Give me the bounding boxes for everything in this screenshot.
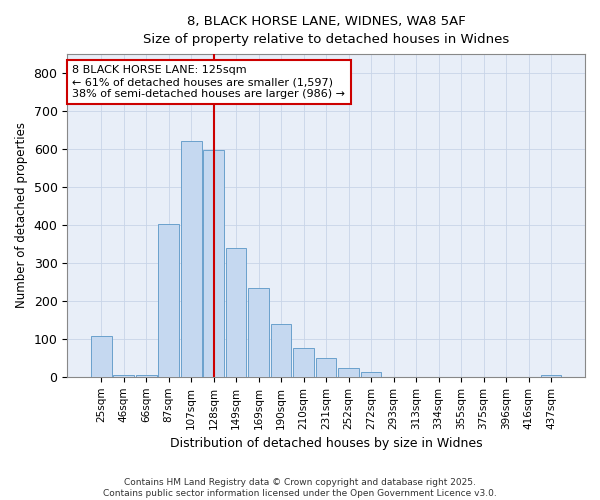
Bar [226, 248, 247, 377]
Y-axis label: Number of detached properties: Number of detached properties [15, 122, 28, 308]
Bar [91, 336, 112, 377]
Title: 8, BLACK HORSE LANE, WIDNES, WA8 5AF
Size of property relative to detached house: 8, BLACK HORSE LANE, WIDNES, WA8 5AF Siz… [143, 15, 509, 46]
Bar [541, 374, 562, 377]
Bar [181, 142, 202, 377]
Bar [136, 375, 157, 377]
Bar [113, 375, 134, 377]
Bar [293, 348, 314, 377]
Bar [248, 288, 269, 377]
Bar [316, 358, 337, 377]
Bar [338, 368, 359, 377]
Text: 8 BLACK HORSE LANE: 125sqm
← 61% of detached houses are smaller (1,597)
38% of s: 8 BLACK HORSE LANE: 125sqm ← 61% of deta… [73, 66, 346, 98]
Bar [271, 324, 292, 377]
Bar [361, 372, 382, 377]
X-axis label: Distribution of detached houses by size in Widnes: Distribution of detached houses by size … [170, 437, 482, 450]
Bar [203, 150, 224, 377]
Bar [158, 224, 179, 377]
Text: Contains HM Land Registry data © Crown copyright and database right 2025.
Contai: Contains HM Land Registry data © Crown c… [103, 478, 497, 498]
